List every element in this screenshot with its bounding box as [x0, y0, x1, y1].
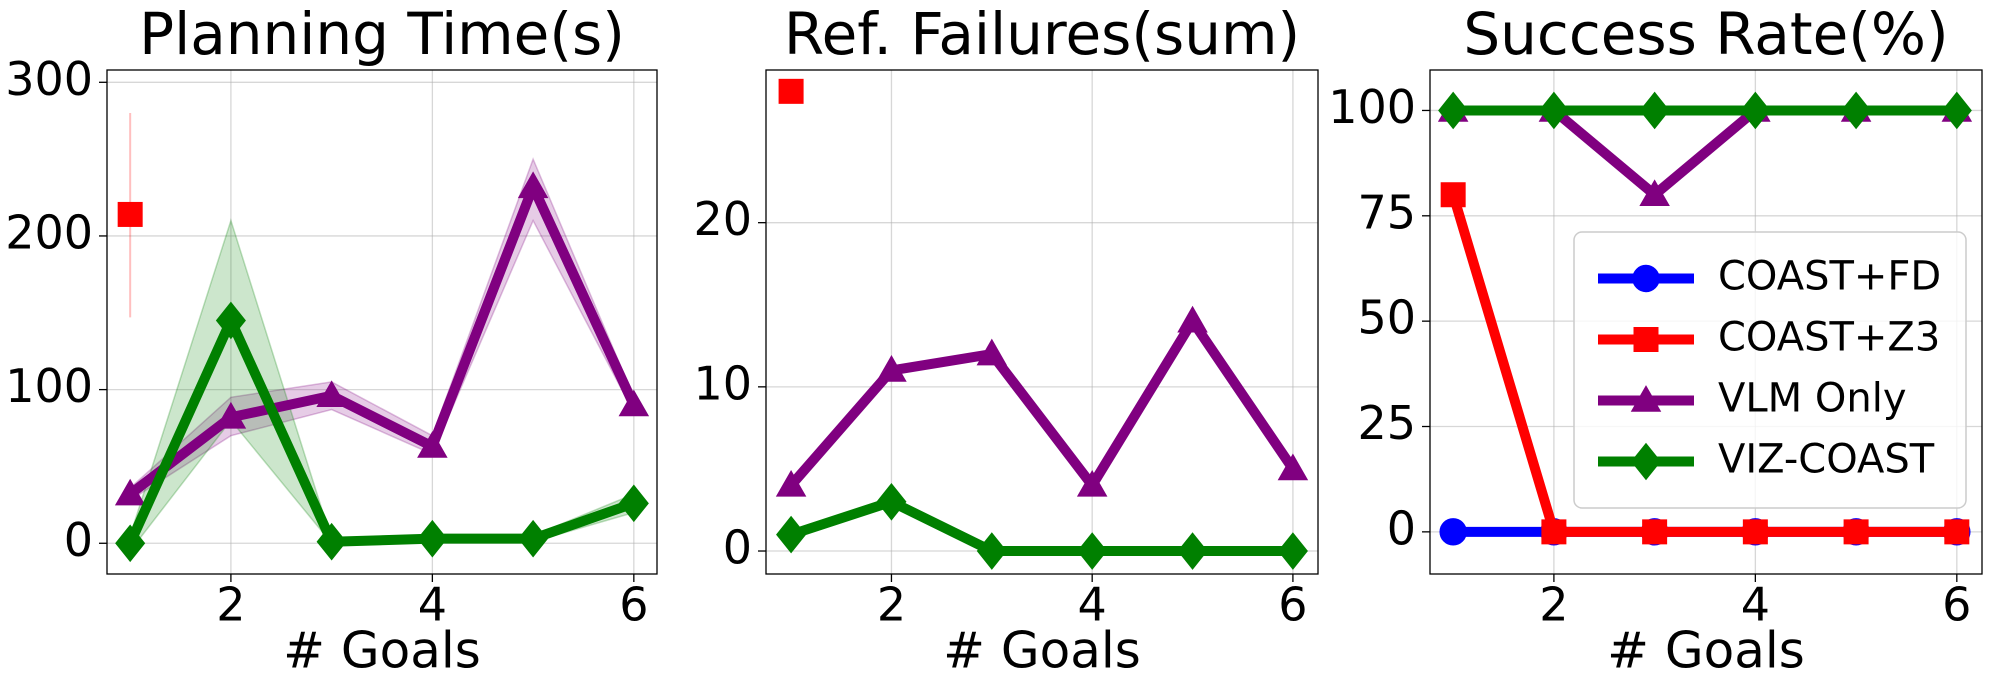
series-line [1448, 193, 1957, 537]
x-axis-label: # Goals [1607, 622, 1805, 680]
series-line [127, 181, 639, 499]
marker [776, 515, 807, 554]
marker [518, 519, 549, 558]
series-line [789, 496, 1293, 557]
chart-title: Ref. Failures(sum) [784, 0, 1300, 68]
marker [117, 201, 143, 227]
x-tick-label: 6 [1278, 578, 1307, 632]
x-axis-label: # Goals [943, 622, 1141, 680]
y-tick-label: 100 [5, 359, 93, 413]
plot-frame [1429, 69, 1983, 575]
marker [1630, 442, 1662, 481]
y-tick-label: 0 [64, 513, 93, 567]
marker [1843, 519, 1869, 545]
marker [1177, 532, 1208, 570]
marker [976, 338, 1008, 366]
marker [1630, 385, 1662, 412]
marker [1633, 327, 1659, 352]
marker [1944, 519, 1970, 545]
y-tick-label: 50 [1357, 291, 1416, 345]
marker [1277, 532, 1308, 570]
series-line [125, 315, 636, 547]
marker [316, 380, 347, 408]
chart-title: Success Rate(%) [1463, 0, 1948, 68]
marker [1440, 182, 1466, 208]
y-tick-label: 0 [723, 521, 752, 575]
legend-label: VLM Only [1718, 376, 1907, 422]
marker [876, 355, 907, 382]
series-line [1453, 105, 1957, 200]
marker [114, 478, 146, 506]
x-tick-label: 6 [619, 578, 648, 632]
marker [778, 78, 804, 104]
x-tick-label: 2 [1539, 578, 1568, 632]
marker [976, 532, 1007, 570]
legend-label: VIZ-COAST [1718, 437, 1935, 483]
marker [1277, 453, 1309, 481]
chart: 0 100 200 300 2 4 6 Planning Time(s) # Goals [5, 0, 658, 680]
marker [417, 431, 448, 458]
marker [1740, 91, 1771, 130]
y-tick-label: 0 [1387, 501, 1416, 555]
marker [1538, 91, 1569, 130]
marker [517, 171, 549, 199]
marker [1639, 179, 1670, 207]
y-tick-label: 100 [1328, 80, 1416, 134]
x-tick-label: 2 [216, 578, 245, 632]
legend-label: COAST+FD [1718, 254, 1941, 300]
x-tick-label: 6 [1942, 578, 1971, 632]
x-tick-label: 4 [1741, 578, 1770, 632]
marker [1941, 91, 1972, 130]
marker [1438, 91, 1469, 130]
legend-box [1573, 231, 1967, 509]
marker [618, 484, 649, 523]
y-tick-label: 20 [693, 192, 752, 246]
marker [1077, 532, 1108, 570]
series-line [787, 316, 1298, 491]
marker [1541, 519, 1567, 545]
marker [876, 482, 907, 521]
chart-title: Planning Time(s) [139, 0, 625, 68]
marker [1177, 305, 1208, 333]
marker [215, 301, 246, 340]
marker [1639, 91, 1670, 130]
marker [1642, 519, 1668, 545]
y-tick-label: 200 [5, 205, 93, 259]
plot-frame [106, 69, 658, 575]
marker [1076, 469, 1108, 497]
x-tick-label: 4 [418, 578, 447, 632]
x-tick-label: 4 [1078, 578, 1107, 632]
marker [1742, 519, 1768, 545]
marker [316, 522, 347, 561]
marker [1439, 518, 1467, 546]
legend-label: COAST+Z3 [1718, 315, 1940, 361]
marker [618, 389, 650, 417]
marker [417, 519, 448, 558]
x-tick-label: 2 [877, 578, 906, 632]
y-tick-label: 10 [693, 356, 752, 410]
y-tick-label: 75 [1357, 185, 1416, 239]
marker [775, 469, 807, 497]
chart: 0 25 50 75 100 2 4 6 Success Rate(%) # Goals COAST… [1328, 0, 1983, 680]
y-tick-label: 300 [5, 52, 93, 106]
x-axis-label: # Goals [283, 622, 481, 680]
marker [115, 524, 146, 563]
y-tick-label: 25 [1357, 396, 1416, 450]
chart: 0 10 20 2 4 6 Ref. Failures(sum) # Goals [693, 0, 1319, 680]
marker [1841, 91, 1872, 130]
marker [215, 401, 247, 429]
marker [1632, 264, 1660, 293]
plot-frame [765, 69, 1319, 575]
